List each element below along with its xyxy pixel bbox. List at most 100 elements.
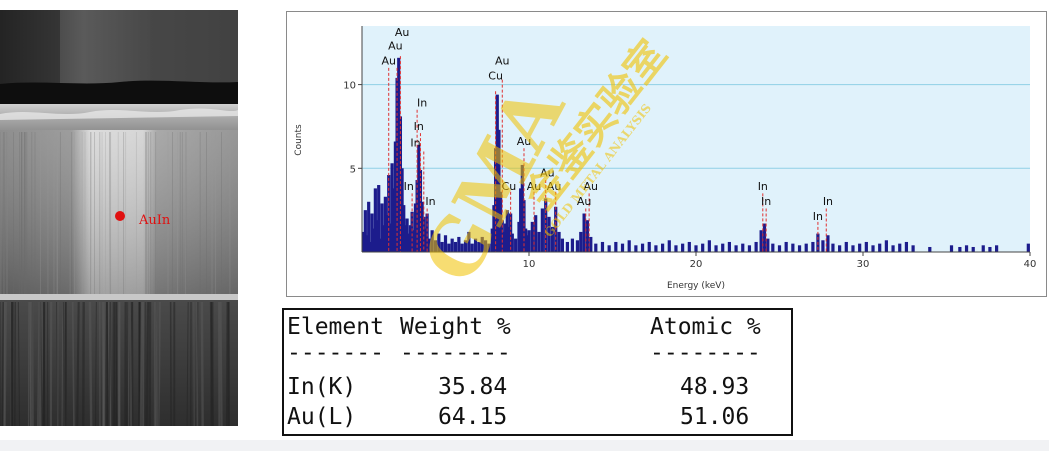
spectrum-bar [898,243,902,252]
composition-table: Element Weight % Atomic % ------- ------… [282,308,793,436]
peak-label: Au [577,195,592,208]
spectrum-bar [453,241,458,252]
spectrum-bar [797,245,802,252]
spectrum-bar [647,241,651,252]
spectrum-bar [681,243,685,252]
peak-label: Au [495,55,510,68]
sem-texture [0,132,231,426]
spectrum-bar [433,240,438,252]
spectrum-bar [483,240,488,252]
eds-spectrum-chart: Au Au Au In In In In In Au Cu Au Cu Au Au Au Au Au In In In… [286,11,1047,297]
spectrum-bar [403,225,408,252]
spectrum-bar [530,221,534,252]
spectrum-bar [527,230,531,252]
spectrum-bar [565,241,570,252]
spectrum-bar [871,245,875,252]
spectrum-bar [864,241,868,252]
spectrum-bar [490,228,494,252]
spectrum-bar [741,243,745,252]
spectrum-bar [547,216,551,252]
spectrum-bar [370,213,374,252]
spectrum-bar [388,223,392,252]
spectrum-bar [405,218,409,252]
spectrum-bar [791,243,795,252]
spectrum-bar [413,203,418,252]
spectrum-bar [463,240,468,252]
peak-label: Cu [502,180,517,193]
spectrum-bar [470,243,474,252]
spectrum-bar [494,148,498,252]
spectrum-bar [687,241,691,252]
spectrum-bar [981,245,985,252]
spectrum-bar [402,205,406,252]
spectrum-bar [575,240,580,252]
spectrum-bar [480,236,484,252]
spectrum-bar [392,188,396,252]
spectrum-bar [502,231,506,252]
spectrum-bar [904,241,909,252]
spectrum-bar [365,235,369,252]
spectrum-bar [477,241,481,252]
spectrum-bar [640,243,645,252]
spectrum-bar [620,243,625,252]
peak-label: In [425,195,435,208]
spectrum-bar [1026,243,1030,252]
spectrum-bar [372,228,376,252]
spectrum-bar [777,245,782,252]
spectrum-bar [450,238,454,252]
sem-micrograph: AuIn [0,10,238,426]
spectrum-bar [398,116,403,253]
x-tick-label: 10 [523,259,536,270]
x-axis-title: Energy (keV) [667,281,725,291]
spectrum-bar [858,243,862,252]
peak-label: Au [381,55,396,68]
spectrum-bar [507,226,511,252]
spectrum-bar [958,246,962,252]
spectrum-bar [784,241,788,252]
spectrum-bar [589,236,593,252]
spectrum-bar [473,238,478,252]
spectrum-bar [949,245,954,252]
spectrum-bar [397,57,401,253]
spectrum-bar [423,228,428,252]
sem-image: AuIn [0,10,238,426]
spectrum-bar [460,243,464,252]
spectrum-bar [600,241,605,252]
spectrum-bar [988,246,992,252]
x-tick-label: 30 [857,259,870,270]
spectrum-bar [811,241,815,252]
y-tick-label: 10 [343,81,356,92]
peak-label: Au [517,135,532,148]
spectrum-bar [654,245,658,252]
spectrum-bar [390,163,394,252]
spectrum-bar [614,241,618,252]
spectrum-bar [417,144,421,252]
spectrum-bar [627,240,631,252]
peak-label: Au [395,26,410,39]
spectrum-bar [362,231,366,252]
header-atomic: Atomic % [650,314,761,340]
spectrum-bar [734,245,738,252]
spectrum-bar [714,245,718,252]
spectrum-bar [385,215,389,252]
spectrum-bar [517,221,521,252]
spectrum-bar [766,238,770,252]
x-tick-label: 20 [690,259,703,270]
header-weight: Weight % [400,314,511,340]
spectrum-bar [420,201,424,252]
spectrum-bar [430,230,434,252]
spectrum-bar [891,245,895,252]
row-atomic: 51.06 [680,404,750,430]
spectrum-bar [373,188,377,252]
spectrum-bar [495,94,499,252]
spectrum-bar [759,230,763,252]
spectrum-bar [412,230,416,252]
spectrum-bar [594,243,598,252]
spectrum-bar [831,243,835,252]
spectrum-bar [504,223,508,252]
spectrum-bar [499,191,503,252]
divider-element: ------- [287,340,384,366]
spectrum-bar [964,245,969,252]
spectrum-bar [821,240,825,252]
